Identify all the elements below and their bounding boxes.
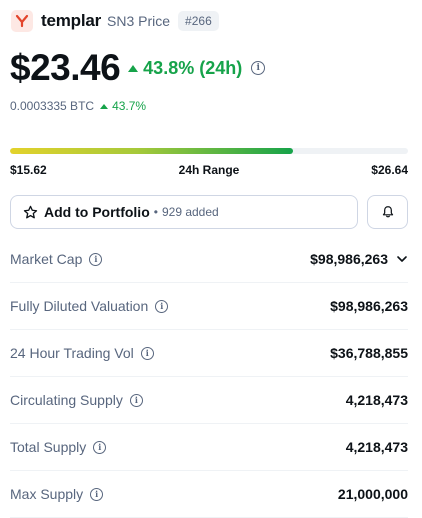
portfolio-added-count: 929 added (161, 205, 219, 219)
range-bar (10, 148, 408, 154)
portfolio-label: Add to Portfolio (44, 204, 150, 220)
templar-logo-icon (11, 10, 33, 32)
info-icon[interactable]: i (93, 440, 107, 454)
range-high: $26.64 (371, 163, 408, 177)
stat-row-max-supply: Max Supply i 21,000,000 (10, 471, 408, 518)
price-change-value: 43.8% (24h) (143, 57, 243, 78)
info-icon[interactable]: i (90, 487, 104, 501)
stat-label: Circulating Supply (10, 392, 123, 408)
stat-label: Fully Diluted Valuation (10, 298, 149, 314)
stat-value: $98,986,263 (330, 298, 408, 314)
caret-up-icon (100, 103, 109, 109)
stat-row-total-supply: Total Supply i 4,218,473 (10, 424, 408, 471)
stat-value: $36,788,855 (330, 345, 408, 361)
price-row: $23.46 43.8% (24h) i (10, 46, 266, 90)
stat-value: 4,218,473 (345, 392, 408, 408)
bell-icon (382, 206, 393, 218)
add-to-portfolio-button[interactable]: Add to Portfolio • 929 added (10, 195, 358, 229)
btc-price-row: 0.0003335 BTC 43.7% (10, 99, 146, 113)
stat-row-market-cap[interactable]: Market Cap i $98,986,263 (10, 236, 408, 283)
range-labels: $15.62 24h Range $26.64 (10, 163, 408, 177)
coin-subtitle: SN3 Price (107, 13, 171, 29)
info-icon[interactable]: i (89, 252, 103, 266)
info-icon[interactable]: i (251, 61, 266, 75)
stats-list: Market Cap i $98,986,263 Fully Diluted Va… (10, 236, 408, 518)
btc-change: 43.7% (100, 99, 146, 113)
stat-label: 24 Hour Trading Vol (10, 345, 134, 361)
coin-header: templar SN3 Price #266 (11, 10, 219, 32)
stat-value: 4,218,473 (345, 439, 408, 455)
stat-label: Market Cap (10, 251, 83, 267)
range-low: $15.62 (10, 163, 47, 177)
current-price: $23.46 (10, 47, 121, 88)
range-label: 24h Range (178, 163, 240, 177)
btc-price: 0.0003335 BTC (10, 99, 95, 113)
range-bar-fill (10, 148, 293, 154)
chevron-down-icon[interactable] (396, 253, 408, 265)
price-change-24h: 43.8% (24h) (128, 58, 242, 79)
stat-row-fully-diluted-valuation: Fully Diluted Valuation i $98,986,263 (10, 283, 408, 330)
info-icon[interactable]: i (155, 299, 169, 313)
coin-name: templar (41, 11, 102, 30)
stat-row-circulating-supply: Circulating Supply i 4,218,473 (10, 377, 408, 424)
star-icon (23, 205, 38, 218)
stat-label: Max Supply (10, 486, 84, 502)
btc-change-value: 43.7% (112, 99, 147, 113)
stat-label: Total Supply (10, 439, 87, 455)
price-alert-button[interactable] (367, 195, 408, 229)
portfolio-separator: • (153, 205, 158, 219)
stat-row-24h-trading-vol: 24 Hour Trading Vol i $36,788,855 (10, 330, 408, 377)
caret-up-icon (128, 64, 139, 72)
rank-badge: #266 (178, 11, 219, 31)
info-icon[interactable]: i (129, 393, 143, 407)
info-icon[interactable]: i (140, 346, 154, 360)
stat-value: 21,000,000 (337, 486, 408, 502)
stat-value: $98,986,263 (310, 251, 388, 267)
